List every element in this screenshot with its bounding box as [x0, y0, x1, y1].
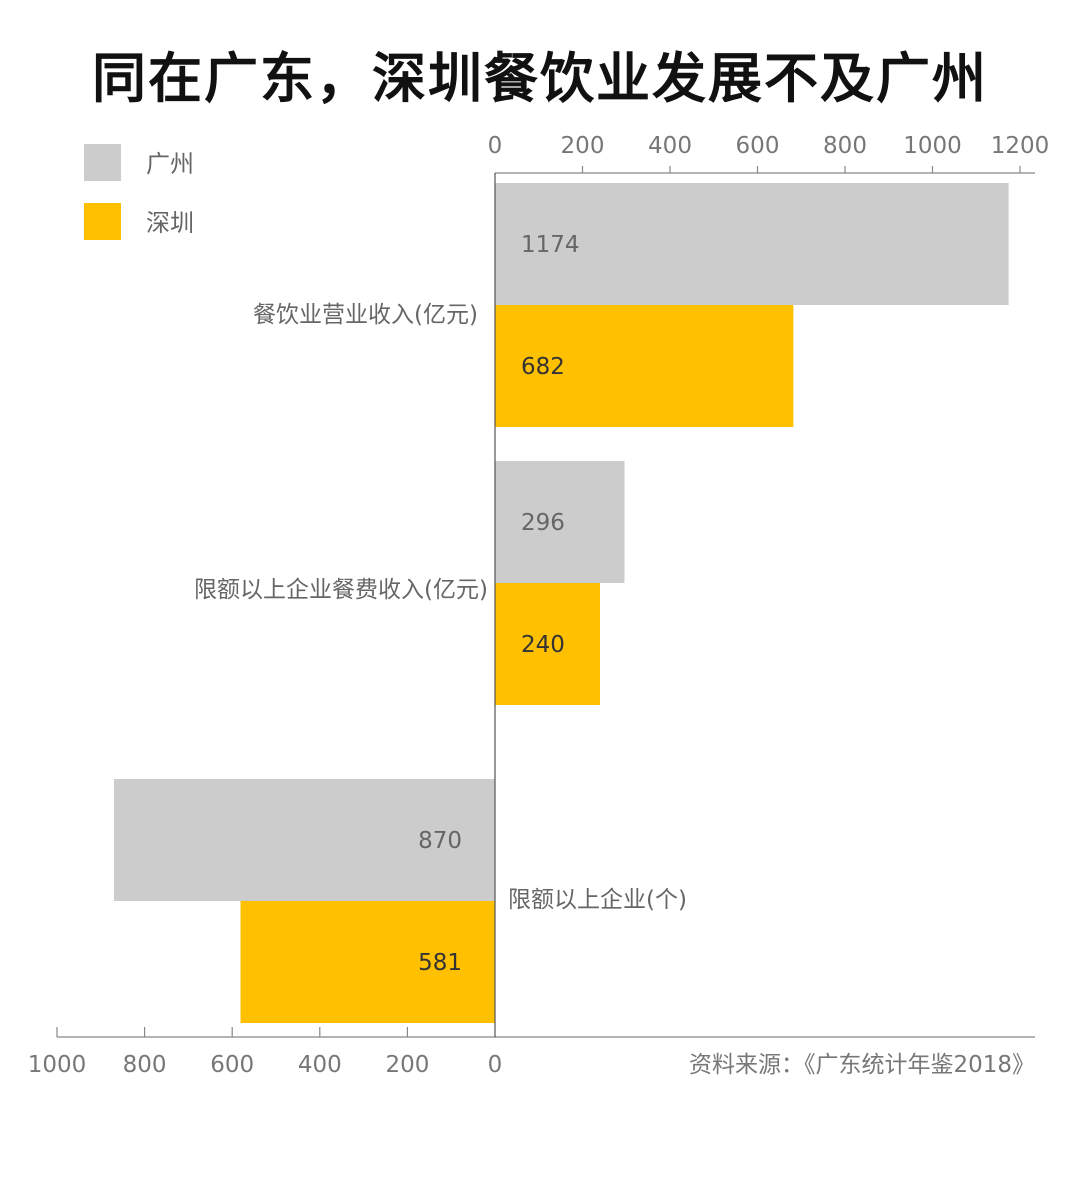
category-label: 限额以上企业餐费收入(亿元): [194, 577, 488, 603]
bottom-axis-tick-label: 200: [385, 1052, 429, 1078]
bar-guangzhou: [495, 461, 625, 583]
bar-value-label: 870: [418, 828, 462, 854]
legend-label: 广州: [146, 150, 194, 178]
legend-swatch: [84, 203, 121, 240]
bottom-axis-tick-label: 1000: [28, 1052, 87, 1078]
bar-value-label: 581: [418, 950, 462, 976]
top-axis-tick-label: 1000: [903, 133, 962, 159]
bar-guangzhou: [113, 779, 495, 901]
top-axis-tick-label: 600: [736, 133, 780, 159]
bar-shenzhen: [240, 901, 495, 1023]
source-note: 资料来源：《广东统计年鉴2018》: [689, 1052, 1035, 1078]
bar-guangzhou: [495, 183, 1009, 305]
legend-swatch: [84, 144, 121, 181]
top-axis-tick-label: 0: [488, 133, 503, 159]
bar-value-label: 682: [521, 354, 565, 380]
bar-shenzhen: [495, 305, 794, 427]
top-axis-tick-label: 800: [823, 133, 867, 159]
top-axis-tick-label: 1200: [991, 133, 1050, 159]
chart-title: 同在广东，深圳餐饮业发展不及广州: [92, 47, 988, 110]
bottom-axis-tick-label: 600: [210, 1052, 254, 1078]
legend-label: 深圳: [146, 209, 194, 237]
category-label: 餐饮业营业收入(亿元): [253, 302, 478, 328]
bottom-axis-tick-label: 400: [298, 1052, 342, 1078]
bar-shenzhen: [495, 583, 600, 705]
bar-value-label: 240: [521, 632, 565, 658]
top-axis-tick-label: 400: [648, 133, 692, 159]
bar-value-label: 1174: [521, 232, 580, 258]
bottom-axis-tick-label: 0: [488, 1052, 503, 1078]
bottom-axis-tick-label: 800: [123, 1052, 167, 1078]
category-label: 限额以上企业(个): [508, 887, 687, 913]
top-axis-tick-label: 200: [561, 133, 605, 159]
bar-value-label: 296: [521, 510, 565, 536]
